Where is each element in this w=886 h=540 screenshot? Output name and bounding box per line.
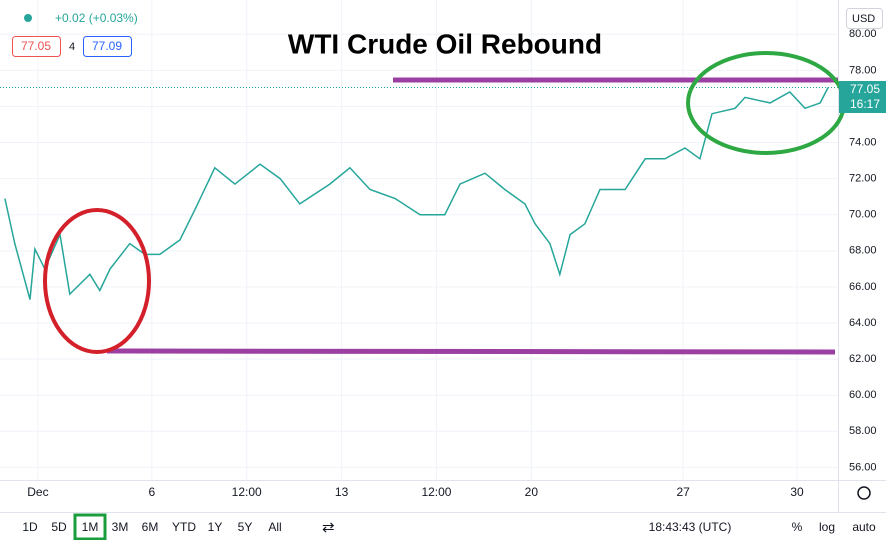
bid-box[interactable] [12, 36, 61, 57]
y-tick-label: 70.00 [849, 209, 877, 221]
calendar-icon[interactable]: ⇄ [322, 519, 335, 536]
toolbar: 1D 5D 1M 3M 6M YTD 1Y 5Y All [22, 520, 281, 534]
range-button[interactable]: 6M [142, 520, 159, 534]
range-button[interactable]: 3M [112, 520, 129, 534]
y-tick-label: 80.00 [849, 28, 877, 40]
support-line [106, 348, 836, 355]
currency-select[interactable] [846, 8, 883, 29]
range-button[interactable]: All [268, 520, 281, 534]
log-toggle[interactable]: log [819, 520, 835, 534]
spread: 4 [69, 41, 75, 53]
x-tick-label: 12:00 [232, 485, 262, 499]
y-axis: 56.00 58.00 60.00 62.00 64.00 66.00 68.00 70.00… [849, 28, 877, 473]
price-label: 77.05 [850, 82, 880, 96]
y-tick-label: 68.00 [849, 245, 877, 257]
percent-toggle[interactable]: % [792, 520, 803, 534]
price-change: +0.02 (+0.03%) [55, 11, 138, 25]
countdown: 16:17 [850, 97, 880, 111]
highlight-ellipse [43, 208, 151, 354]
range-button[interactable]: 5D [51, 520, 67, 534]
y-tick-label: 66.00 [849, 281, 877, 293]
selected-range [73, 513, 107, 540]
ask-box[interactable] [83, 36, 132, 57]
x-tick-label: 13 [335, 485, 349, 499]
range-button[interactable]: 5Y [238, 520, 253, 534]
chart-title: WTI Crude Oil Rebound [288, 28, 602, 59]
y-tick-label: 64.00 [849, 317, 877, 329]
currency: USD [852, 13, 875, 25]
x-tick-label: 27 [676, 485, 690, 499]
range-button[interactable]: 1M [82, 520, 99, 534]
y-tick-label: 60.00 [849, 389, 877, 401]
plot [0, 87, 838, 300]
range-button[interactable]: YTD [172, 520, 196, 534]
x-axis: Dec 6 12:00 13 12:00 20 27 30 [27, 485, 804, 499]
x-tick-label: 30 [790, 485, 804, 499]
auto-toggle[interactable]: auto [852, 520, 876, 534]
settings-icon[interactable] [857, 486, 871, 500]
x-tick-label: 12:00 [421, 485, 451, 499]
status-dot [24, 14, 32, 22]
range-button[interactable]: 1Y [208, 520, 223, 534]
y-tick-label: 72.00 [849, 173, 877, 185]
price-line [4, 87, 829, 300]
x-tick-label: Dec [27, 485, 48, 499]
bid-price: 77.05 [21, 39, 51, 53]
clock: 18:43:43 (UTC) [649, 520, 732, 534]
y-tick-label: 78.00 [849, 64, 877, 76]
y-tick-label: 74.00 [849, 136, 877, 148]
y-tick-label: 56.00 [849, 461, 877, 473]
range-button[interactable]: 1D [22, 520, 38, 534]
ask-price: 77.09 [92, 39, 122, 53]
y-tick-label: 58.00 [849, 425, 877, 437]
x-tick-label: 6 [148, 485, 155, 499]
price-label-box [839, 81, 886, 113]
y-tick-label: 62.00 [849, 353, 877, 365]
x-tick-label: 20 [525, 485, 539, 499]
